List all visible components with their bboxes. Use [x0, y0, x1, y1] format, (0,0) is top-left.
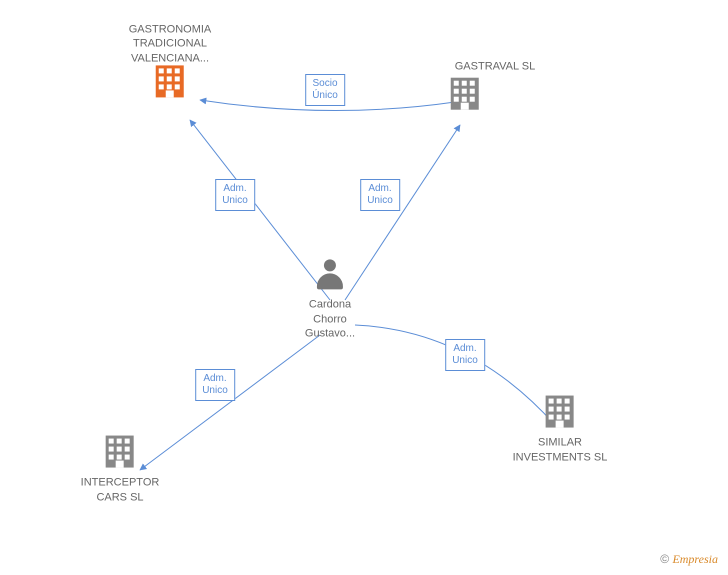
edge-cardona-to-interceptor: [140, 335, 320, 470]
copyright-symbol: ©: [660, 552, 669, 566]
node-label-interceptor: INTERCEPTOR CARS SL: [81, 476, 160, 505]
building-icon: [451, 78, 479, 110]
edge-cardona-to-gastraval: [345, 125, 460, 300]
edge-label-cardona-to-interceptor: Adm. Unico: [195, 369, 235, 401]
edge-label-cardona-to-similar: Adm. Unico: [445, 339, 485, 371]
person-icon: [317, 259, 343, 289]
building-icon: [156, 65, 184, 97]
copyright-brand: Empresia: [672, 552, 718, 566]
node-label-cardona: Cardona Chorro Gustavo...: [305, 298, 355, 341]
node-gastronomia[interactable]: GASTRONOMIA TRADICIONAL VALENCIANA...: [129, 18, 212, 101]
node-gastraval[interactable]: GASTRAVAL SL: [425, 56, 506, 115]
node-interceptor[interactable]: INTERCEPTOR CARS SL: [81, 436, 160, 505]
building-icon: [546, 396, 574, 428]
edge-label-cardona-to-gastraval: Adm. Unico: [360, 179, 400, 211]
node-label-similar: SIMILAR INVESTMENTS SL: [513, 436, 608, 465]
node-label-gastraval: GASTRAVAL SL: [455, 60, 536, 74]
node-label-gastronomia: GASTRONOMIA TRADICIONAL VALENCIANA...: [129, 22, 212, 65]
building-icon: [106, 436, 134, 468]
copyright: © Empresia: [660, 552, 718, 567]
edge-label-gastraval-to-gastronomia: Socio Único: [305, 74, 345, 106]
edge-label-cardona-to-gastronomia: Adm. Unico: [215, 179, 255, 211]
node-similar[interactable]: SIMILAR INVESTMENTS SL: [513, 396, 608, 465]
node-cardona[interactable]: Cardona Chorro Gustavo...: [305, 259, 355, 340]
